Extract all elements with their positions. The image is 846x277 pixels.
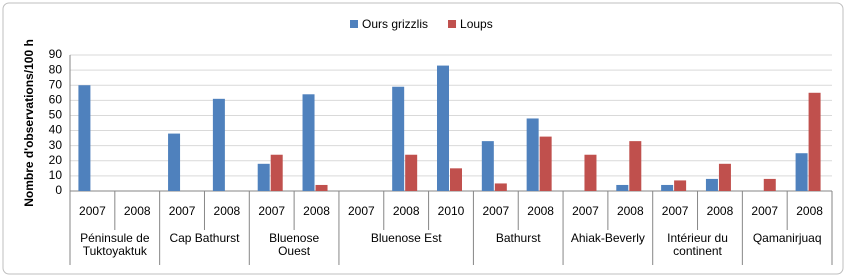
bar [437, 65, 449, 191]
group-label: Péninsule de Tuktoyaktuk [80, 231, 150, 258]
x-tick-label: 2008 [707, 204, 734, 218]
y-tick-label: 90 [49, 47, 63, 61]
group-label: Bluenose Ouest [269, 231, 320, 258]
bar [661, 184, 674, 191]
bar [526, 118, 539, 191]
y-tick-label: 70 [49, 77, 63, 91]
x-tick-label: 2007 [482, 204, 509, 218]
y-tick-label: 0 [55, 183, 62, 197]
x-tick-label: 2007 [258, 204, 285, 218]
y-tick-label: 10 [49, 168, 63, 182]
bar [494, 183, 507, 191]
y-axis-title: Nombre d'observations/100 h [22, 39, 36, 207]
legend-swatch [350, 20, 358, 28]
x-tick-label: 2008 [214, 204, 241, 218]
x-tick-label: 2010 [438, 204, 465, 218]
x-tick-label: 2007 [751, 204, 778, 218]
bar [616, 184, 629, 191]
y-tick-label: 30 [49, 138, 63, 152]
group-label: Ahiak-Beverly [570, 231, 645, 245]
x-tick-label: 2008 [303, 204, 330, 218]
x-tick-label: 2007 [79, 204, 106, 218]
bar [302, 94, 315, 191]
x-tick-label: 2008 [393, 204, 420, 218]
legend-label: Loups [460, 17, 493, 31]
bar [78, 85, 91, 191]
bar [392, 86, 405, 191]
bar [674, 180, 687, 191]
x-tick-label: 2007 [572, 204, 599, 218]
y-tick-label: 50 [49, 108, 63, 122]
group-label: Qamanirjuaq [752, 231, 822, 245]
group-label: Cap Bathurst [169, 231, 240, 245]
bar [481, 141, 494, 191]
y-tick-label: 40 [49, 123, 63, 137]
bar [808, 92, 821, 191]
bar [257, 163, 270, 191]
bar [270, 154, 283, 191]
y-tick-label: 60 [49, 93, 63, 107]
y-tick-label: 20 [49, 153, 63, 167]
bar [539, 136, 552, 191]
x-tick-label: 2008 [617, 204, 644, 218]
legend-label: Ours grizzlis [362, 17, 428, 31]
x-tick-label: 2008 [796, 204, 823, 218]
group-label: Bathurst [495, 231, 541, 245]
bar [168, 133, 181, 191]
bar [795, 153, 808, 191]
group-label: Bluenose Est [370, 231, 442, 245]
legend-swatch [448, 20, 457, 28]
bar [450, 168, 462, 191]
bar [405, 154, 418, 191]
y-tick-label: 80 [49, 62, 63, 76]
bar [718, 163, 731, 191]
bar [705, 178, 718, 191]
x-tick-label: 2007 [169, 204, 196, 218]
x-tick-label: 2007 [348, 204, 375, 218]
bar [763, 178, 776, 191]
x-tick-label: 2007 [662, 204, 689, 218]
bar [629, 141, 642, 191]
bar [584, 154, 597, 191]
bar [212, 98, 225, 191]
x-tick-label: 2008 [124, 204, 151, 218]
x-tick-label: 2008 [527, 204, 554, 218]
group-label: Intérieur du continent [667, 231, 728, 258]
bar [315, 184, 328, 191]
